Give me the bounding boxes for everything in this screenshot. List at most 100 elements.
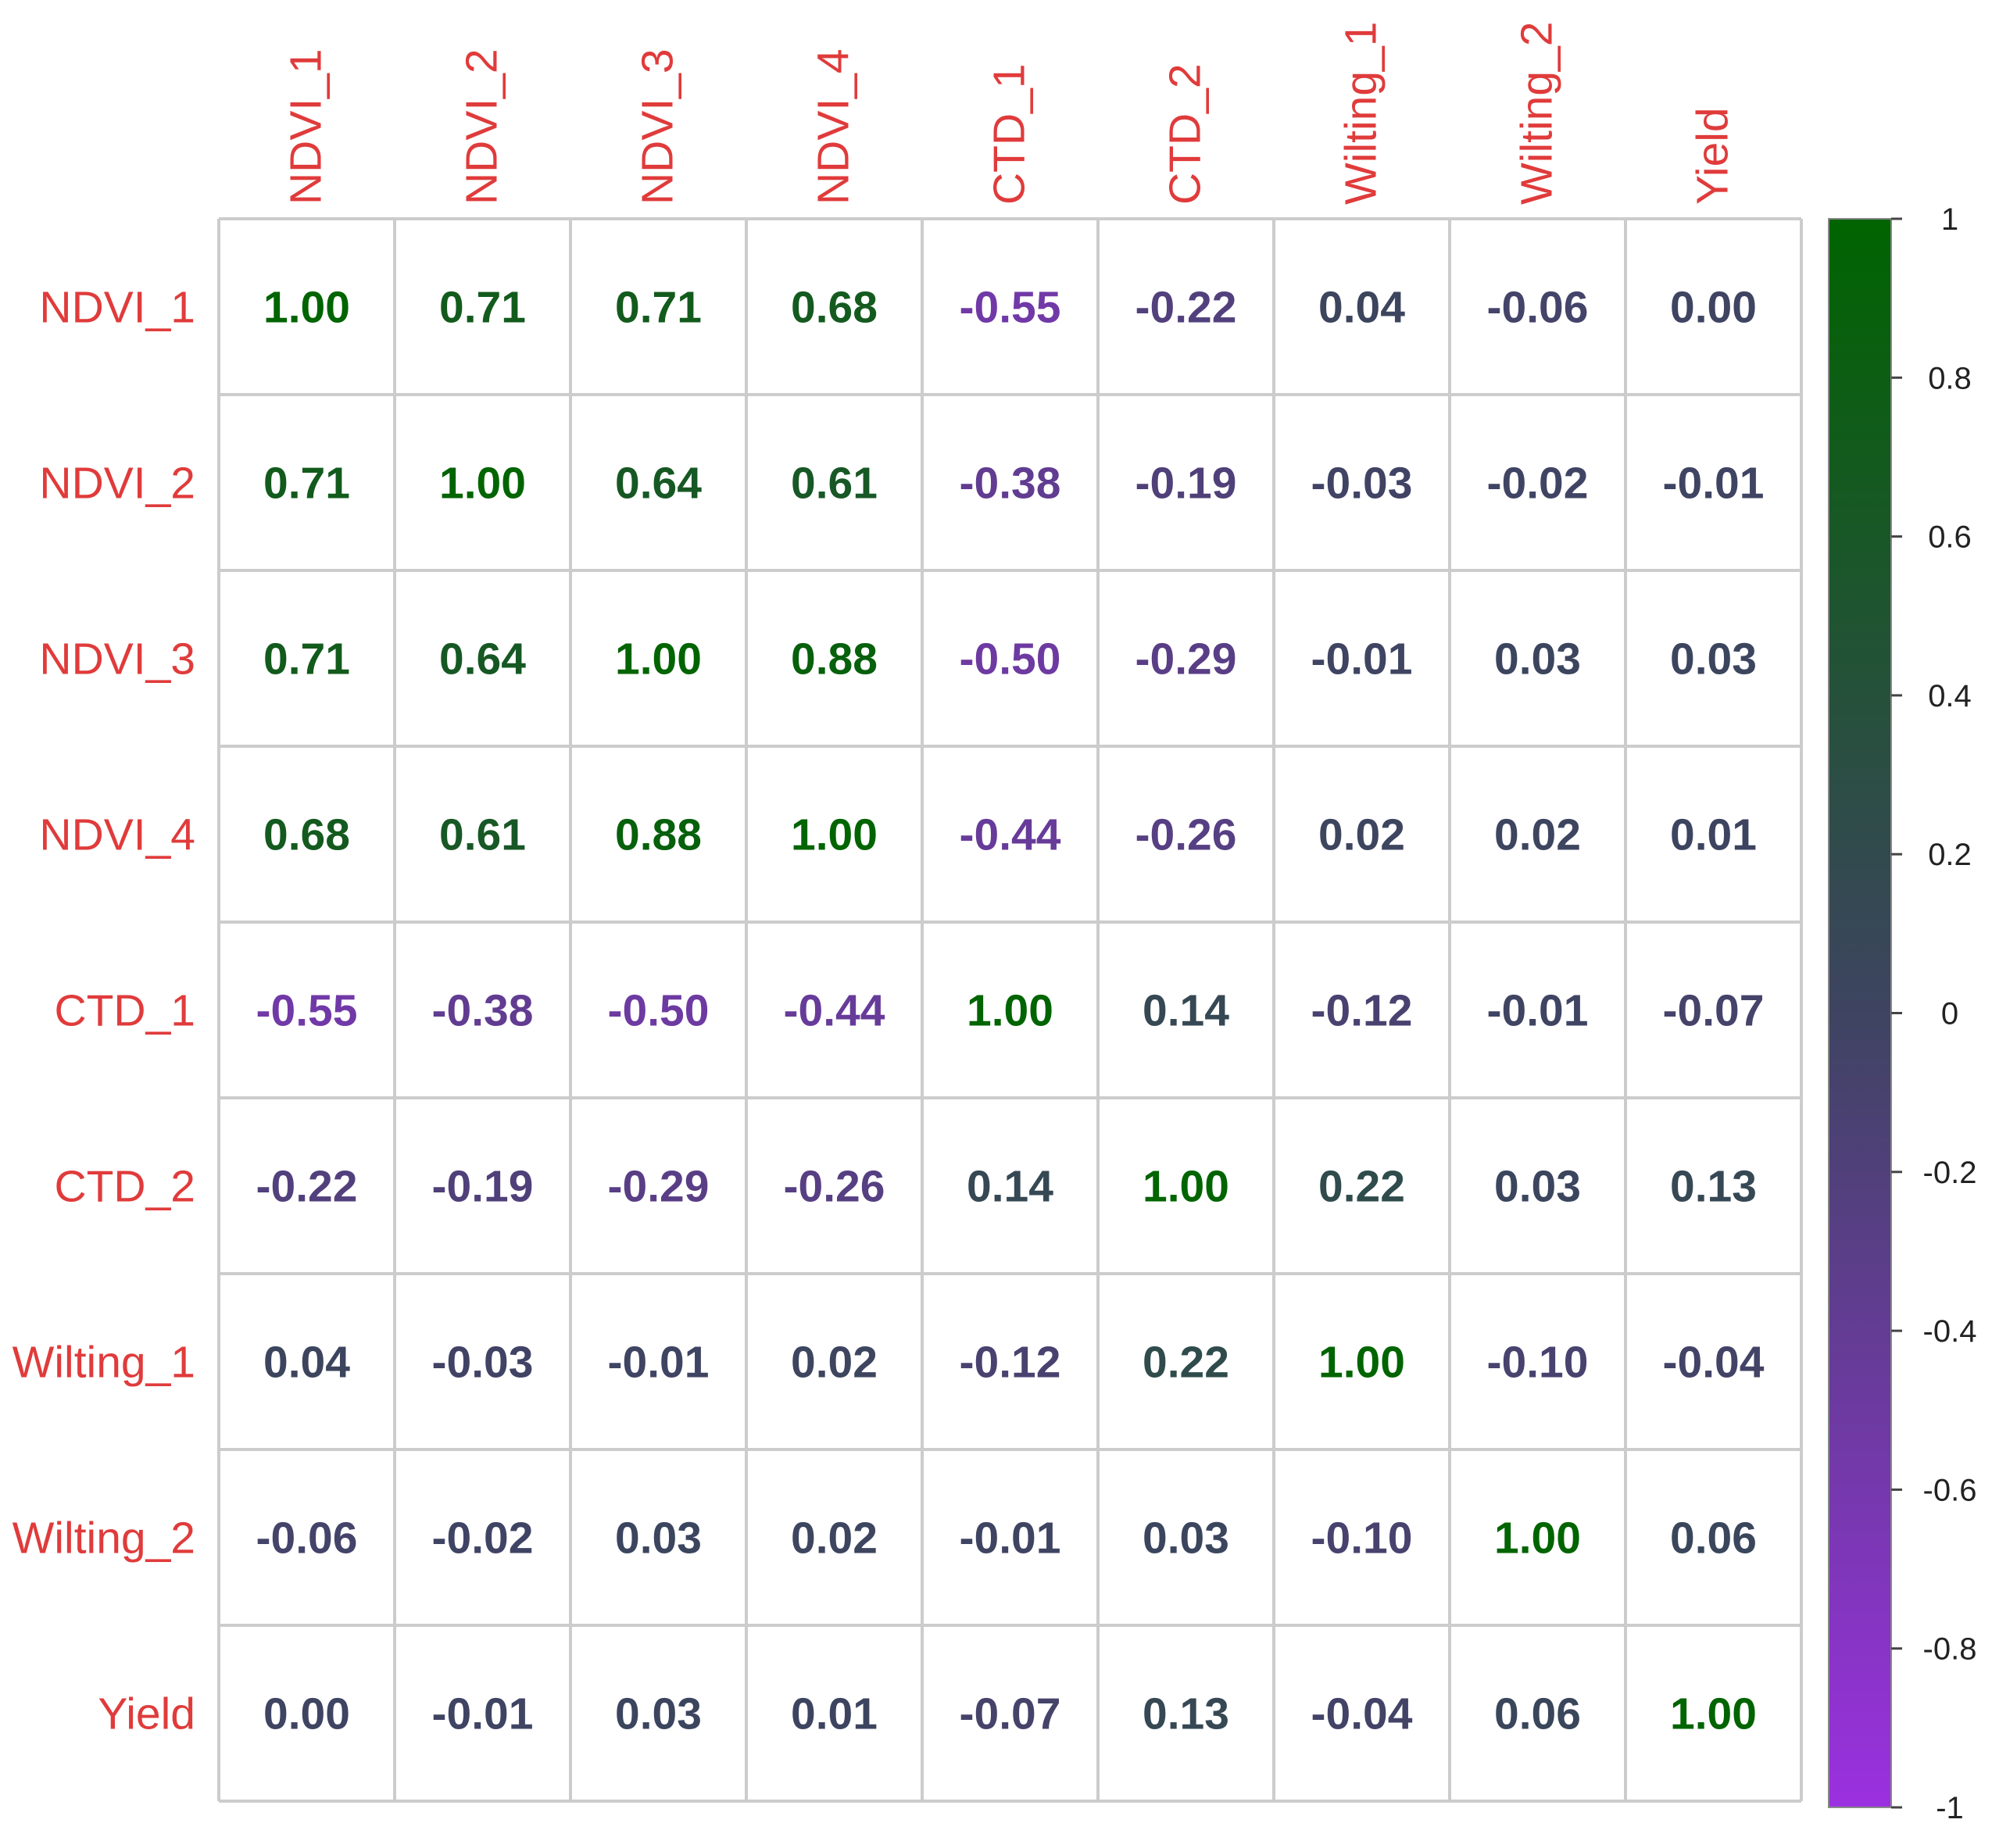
colorbar-tick-label: -0.2 xyxy=(1923,1156,1977,1190)
cell-value: -0.29 xyxy=(608,1162,710,1212)
cell-value: -0.06 xyxy=(256,1514,358,1564)
cell-values: 1.00 0.71 0.71 0.68 -0.55 -0.22 0.04 -0.06 0.00 0… xyxy=(256,283,1765,1739)
row-label: NDVI_1 xyxy=(39,283,195,333)
cell-value: -0.10 xyxy=(1487,1338,1589,1388)
column-label: NDVI_1 xyxy=(281,48,331,205)
cell-value: -0.19 xyxy=(1135,459,1237,509)
cell-value: 1.00 xyxy=(1494,1514,1581,1564)
cell-value: -0.19 xyxy=(432,1162,534,1212)
cell-value: 0.03 xyxy=(1494,634,1581,685)
column-label: CTD_1 xyxy=(985,63,1035,205)
cell-value: -0.01 xyxy=(960,1514,1061,1564)
cell-value: -0.01 xyxy=(1487,986,1589,1036)
cell-value: -0.01 xyxy=(608,1338,710,1388)
column-label: NDVI_3 xyxy=(633,48,683,205)
cell-value: 0.13 xyxy=(1143,1689,1229,1739)
cell-value: 1.00 xyxy=(791,810,878,860)
colorbar-tick-label: 0.6 xyxy=(1928,520,1972,555)
cell-value: 0.68 xyxy=(791,283,878,333)
cell-value: 0.22 xyxy=(1318,1162,1405,1212)
cell-value: -0.07 xyxy=(1663,986,1765,1036)
cell-value: 0.02 xyxy=(791,1338,878,1388)
cell-value: -0.07 xyxy=(960,1689,1061,1739)
cell-value: 0.00 xyxy=(1670,283,1757,333)
cell-value: -0.12 xyxy=(960,1338,1061,1388)
column-label: Wilting_1 xyxy=(1336,22,1386,205)
cell-value: 0.03 xyxy=(615,1689,702,1739)
column-label: NDVI_4 xyxy=(809,48,859,205)
colorbar-ticks: 1 0.8 0.6 0.4 0.2 0 -0.2 -0.4 -0.6 -0.8 -1 xyxy=(1891,202,1976,1825)
row-label: Wilting_1 xyxy=(13,1338,195,1388)
cell-value: -0.02 xyxy=(432,1514,534,1564)
cell-value: -0.26 xyxy=(1135,810,1237,860)
cell-value: 0.71 xyxy=(263,634,350,685)
colorbar-tick-label: -1 xyxy=(1936,1791,1964,1825)
row-label: CTD_1 xyxy=(54,986,195,1036)
cell-value: 0.06 xyxy=(1670,1514,1757,1564)
cell-value: 0.03 xyxy=(615,1514,702,1564)
column-label: CTD_2 xyxy=(1161,63,1211,205)
colorbar-tick-label: 0 xyxy=(1941,997,1958,1031)
row-label: CTD_2 xyxy=(54,1162,195,1212)
row-label: NDVI_3 xyxy=(39,634,195,685)
cell-value: 0.22 xyxy=(1143,1338,1229,1388)
cell-value: -0.44 xyxy=(784,986,885,1036)
cell-value: 1.00 xyxy=(1318,1338,1405,1388)
cell-value: 1.00 xyxy=(1143,1162,1229,1212)
colorbar-tick-label: 0.2 xyxy=(1928,838,1972,872)
cell-value: 0.14 xyxy=(1143,986,1229,1036)
cell-value: -0.38 xyxy=(432,986,534,1036)
cell-value: 1.00 xyxy=(1670,1689,1757,1739)
cell-value: 0.88 xyxy=(791,634,878,685)
colorbar-tick-label: -0.4 xyxy=(1923,1314,1977,1349)
column-label: NDVI_2 xyxy=(457,48,507,205)
cell-value: -0.29 xyxy=(1135,634,1237,685)
cell-value: 1.00 xyxy=(263,283,350,333)
cell-value: 0.02 xyxy=(1318,810,1405,860)
cell-value: -0.01 xyxy=(1663,459,1765,509)
cell-value: 0.02 xyxy=(1494,810,1581,860)
cell-value: -0.01 xyxy=(1311,634,1413,685)
cell-value: 0.00 xyxy=(263,1689,350,1739)
colorbar-gradient xyxy=(1828,218,1892,1808)
cell-value: -0.03 xyxy=(432,1338,534,1388)
colorbar-tick-label: -0.6 xyxy=(1923,1473,1977,1507)
row-label: NDVI_2 xyxy=(39,459,195,509)
row-labels: NDVI_1 NDVI_2 NDVI_3 NDVI_4 CTD_1 CTD_2 Wiltin… xyxy=(13,283,195,1739)
cell-value: 0.06 xyxy=(1494,1689,1581,1739)
cell-value: 0.61 xyxy=(439,810,526,860)
cell-value: -0.50 xyxy=(608,986,710,1036)
cell-value: 1.00 xyxy=(967,986,1053,1036)
column-labels: NDVI_1 NDVI_2 NDVI_3 NDVI_4 CTD_1 CTD_2 Wiltin… xyxy=(281,22,1738,205)
cell-value: -0.12 xyxy=(1311,986,1413,1036)
column-label: Wilting_2 xyxy=(1512,22,1562,205)
cell-value: -0.26 xyxy=(784,1162,885,1212)
colorbar-tick-label: 0.4 xyxy=(1928,679,1972,713)
cell-value: -0.03 xyxy=(1311,459,1413,509)
cell-value: 0.01 xyxy=(1670,810,1757,860)
cell-value: 0.03 xyxy=(1670,634,1757,685)
row-label: Yield xyxy=(98,1689,195,1739)
colorbar: 1 0.8 0.6 0.4 0.2 0 -0.2 -0.4 -0.6 -0.8 -1 xyxy=(1828,202,1976,1825)
cell-value: 0.71 xyxy=(615,283,702,333)
colorbar-tick-label: -0.8 xyxy=(1923,1632,1977,1667)
cell-value: -0.22 xyxy=(1135,283,1237,333)
cell-value: -0.44 xyxy=(960,810,1061,860)
cell-value: 0.68 xyxy=(263,810,350,860)
column-label: Yield xyxy=(1688,107,1738,205)
row-label: Wilting_2 xyxy=(13,1514,195,1564)
cell-value: 0.64 xyxy=(439,634,526,685)
grid xyxy=(217,217,1803,1803)
cell-value: -0.22 xyxy=(256,1162,358,1212)
cell-value: 0.03 xyxy=(1494,1162,1581,1212)
cell-value: 0.14 xyxy=(967,1162,1053,1212)
cell-value: -0.55 xyxy=(960,283,1061,333)
cell-value: 0.71 xyxy=(439,283,526,333)
colorbar-tick-label: 0.8 xyxy=(1928,361,1972,395)
colorbar-tick-label: 1 xyxy=(1941,202,1958,237)
cell-value: -0.04 xyxy=(1311,1689,1413,1739)
cell-value: 0.04 xyxy=(1318,283,1405,333)
cell-value: -0.10 xyxy=(1311,1514,1413,1564)
row-label: NDVI_4 xyxy=(39,810,195,860)
